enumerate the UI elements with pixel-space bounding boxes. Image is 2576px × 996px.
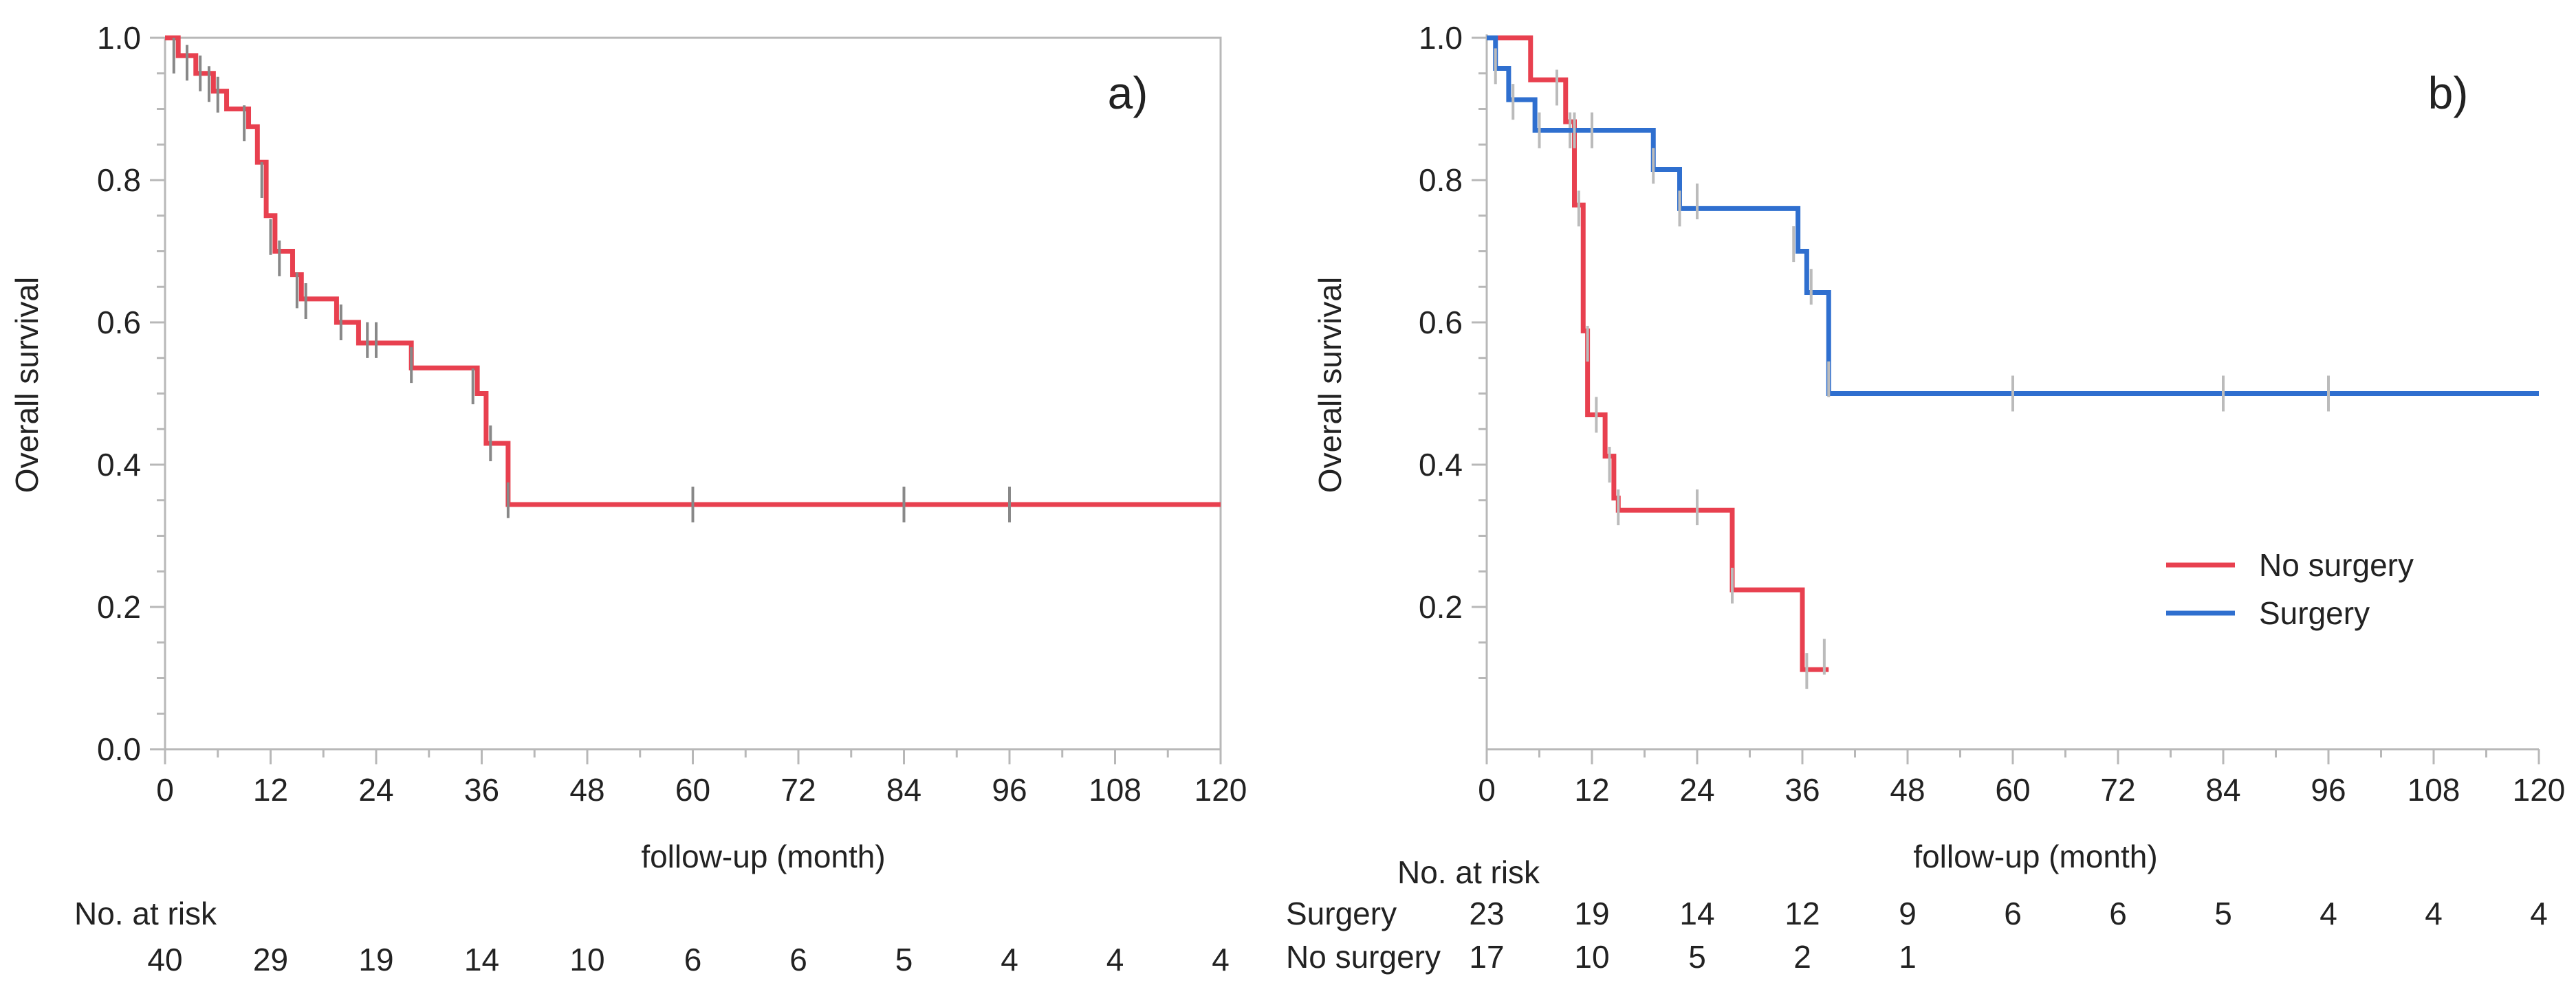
panel-b-risk-count: 1 (1899, 939, 1917, 975)
panel-b-x-tick-label: 12 (1574, 772, 1609, 808)
panel-b-risk-count: 6 (2109, 896, 2127, 931)
panel-a-y-tick-label: 0.8 (97, 162, 141, 198)
panel-b-risk-count: 4 (2425, 896, 2443, 931)
panel-a-chart: Overall survival a) follow-up (month) No… (9, 20, 1247, 977)
legend-label-surgery: Surgery (2259, 595, 2370, 631)
panel-b-risk-count: 6 (2004, 896, 2022, 931)
panel-b-y-tick-label: 1.0 (1419, 20, 1463, 56)
panel-b-y-tick-label: 0.4 (1419, 447, 1463, 483)
panel-b-risk-count: 17 (1469, 939, 1504, 975)
panel-a-risk-count: 19 (358, 942, 393, 977)
panel-b-risk-count: 23 (1469, 896, 1504, 931)
panel-b-risk-count: 2 (1793, 939, 1811, 975)
panel-b-x-tick-label: 72 (2100, 772, 2135, 808)
panel-a-x-tick-label: 36 (464, 772, 499, 808)
panel-b-risk-count: 4 (2320, 896, 2337, 931)
panel-b-risk-row-label: No surgery (1286, 939, 1441, 975)
panel-a-x-tick-label: 0 (156, 772, 174, 808)
panel-a-risk-count: 6 (789, 942, 807, 977)
panel-b-risk-count: 12 (1784, 896, 1820, 931)
panel-b-legend: No surgery Surgery (2166, 547, 2414, 631)
panel-b-risk-count: 5 (2214, 896, 2232, 931)
panel-a-risk-count: 6 (684, 942, 702, 977)
panel-b-y-tick-label: 0.6 (1419, 305, 1463, 340)
panel-b-risk-count: 10 (1574, 939, 1609, 975)
panel-a-y-tick-label: 1.0 (97, 20, 141, 56)
panel-b-label: b) (2428, 67, 2469, 118)
panel-a-risk-count: 5 (895, 942, 913, 977)
panel-b-km-curve-surgery (1487, 35, 2539, 396)
panel-b-y-tick-label: 0.8 (1419, 162, 1463, 198)
panel-b-risk-row-label: Surgery (1286, 896, 1397, 931)
panel-a-risk-count: 4 (1106, 942, 1124, 977)
panel-b-risk-count: 9 (1899, 896, 1917, 931)
panel-a-risk-count: 4 (1001, 942, 1018, 977)
panel-a-y-tick-label: 0.2 (97, 589, 141, 625)
panel-a-risk-count: 40 (147, 942, 182, 977)
panel-b-x-tick-label: 120 (2513, 772, 2566, 808)
panel-a-x-tick-label: 72 (781, 772, 816, 808)
panel-a-y-tick-label: 0.0 (97, 731, 141, 767)
panel-a-x-tick-label: 24 (358, 772, 393, 808)
panel-b-x-tick-label: 96 (2311, 772, 2346, 808)
panel-a-risk-count: 29 (253, 942, 288, 977)
panel-b-x-axis-label: follow-up (month) (1913, 839, 2157, 874)
panel-b-risk-count: 14 (1679, 896, 1714, 931)
panel-a-y-axis-label: Overall survival (9, 277, 45, 493)
panel-a-x-tick-label: 12 (253, 772, 288, 808)
panel-b-x-tick-label: 0 (1478, 772, 1496, 808)
panel-b-risk-title: No. at risk (1397, 854, 1540, 890)
panel-b-y-axis-label: Overall survival (1312, 277, 1348, 493)
panel-a-km-curve-all-patients (165, 35, 1221, 507)
panel-a-x-axis-label: follow-up (month) (641, 839, 885, 874)
panel-b-x-tick-label: 60 (1995, 772, 2030, 808)
panel-a-x-tick-label: 108 (1089, 772, 1142, 808)
panel-a-plot-frame (164, 36, 1222, 751)
legend-label-no-surgery: No surgery (2259, 547, 2414, 583)
panel-a-x-tick-label: 84 (886, 772, 921, 808)
panel-b-chart: Overall survival b) follow-up (month) No… (1286, 20, 2565, 975)
panel-a-y-tick-label: 0.4 (97, 447, 141, 483)
panel-a-x-tick-label: 48 (569, 772, 604, 808)
panel-a-label: a) (1108, 67, 1148, 118)
panel-a-risk-title: No. at risk (74, 896, 217, 931)
panel-b-x-tick-label: 24 (1679, 772, 1714, 808)
panel-a-x-tick-label: 96 (992, 772, 1027, 808)
panel-b-x-tick-label: 36 (1784, 772, 1820, 808)
panel-b-risk-count: 4 (2530, 896, 2548, 931)
panel-a-y-tick-label: 0.6 (97, 305, 141, 340)
panel-a-x-tick-label: 120 (1194, 772, 1247, 808)
panel-b-x-tick-label: 108 (2408, 772, 2460, 808)
panel-a-risk-count: 10 (569, 942, 604, 977)
panel-b-x-tick-label: 48 (1890, 772, 1925, 808)
panel-a-risk-count: 4 (1212, 942, 1230, 977)
panel-b-x-tick-label: 84 (2205, 772, 2240, 808)
panel-b-risk-count: 5 (1688, 939, 1706, 975)
panel-a-x-tick-label: 60 (675, 772, 710, 808)
panel-b-y-tick-label: 0.2 (1419, 589, 1463, 625)
panel-a-risk-count: 14 (464, 942, 499, 977)
panel-b-risk-count: 19 (1574, 896, 1609, 931)
